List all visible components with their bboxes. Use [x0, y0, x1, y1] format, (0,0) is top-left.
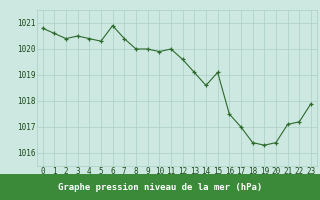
Text: Graphe pression niveau de la mer (hPa): Graphe pression niveau de la mer (hPa)	[58, 182, 262, 192]
